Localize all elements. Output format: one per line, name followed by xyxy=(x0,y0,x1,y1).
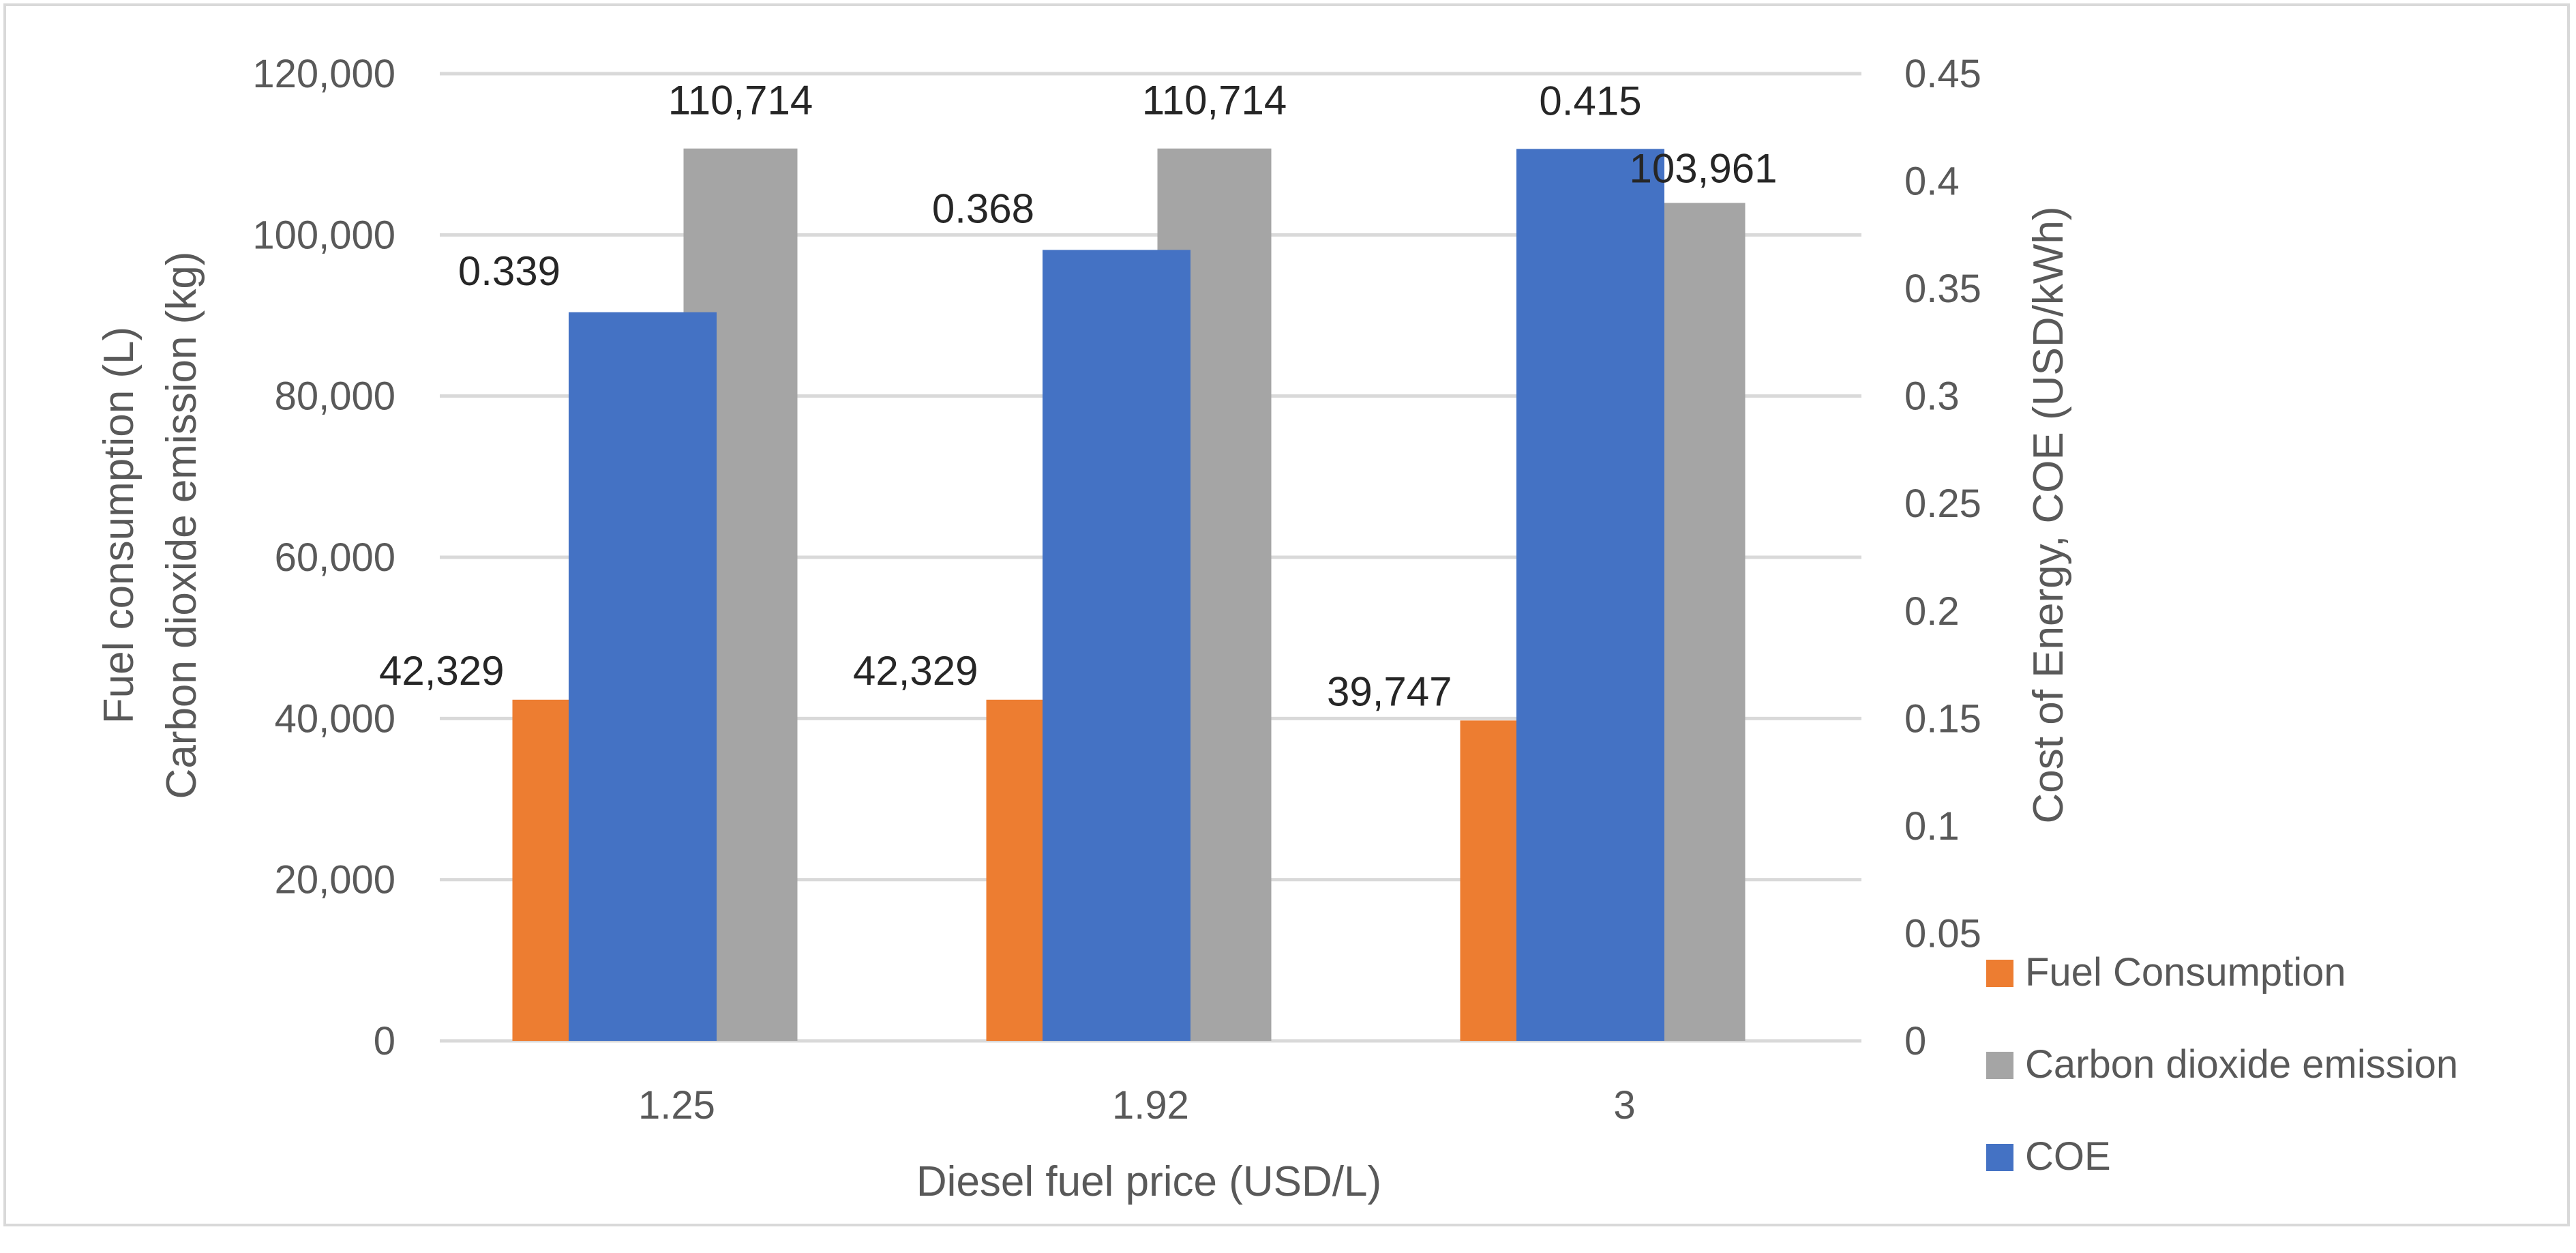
axis-titles: Diesel fuel price (USD/L) Fuel consumpti… xyxy=(95,207,2072,1205)
data-labels: 42,329 110,714 0.339 42,329 110,714 0.368 39,7… xyxy=(379,78,1777,715)
bar-coe xyxy=(1043,250,1190,1041)
right-tick-label: 0.4 xyxy=(1904,160,1960,204)
right-tick-label: 0.05 xyxy=(1904,911,1981,956)
data-label-coe: 0.368 xyxy=(932,186,1034,231)
chart-frame xyxy=(3,3,2570,1226)
legend: Fuel Consumption Carbon dioxide emission C… xyxy=(1986,950,2458,1179)
right-tick-label: 0.45 xyxy=(1904,52,1981,96)
left-tick-label: 0 xyxy=(374,1019,395,1063)
y-axis-title-left-line1: Fuel consumption (L) xyxy=(95,327,143,724)
data-label-fuel-consumption: 42,329 xyxy=(379,648,505,694)
x-tick-label: 1.25 xyxy=(638,1083,715,1127)
right-tick-label: 0.2 xyxy=(1904,589,1960,634)
left-tick-label: 40,000 xyxy=(275,696,395,741)
left-tick-label: 120,000 xyxy=(252,52,395,96)
data-label-carbon-dioxide-emission: 110,714 xyxy=(1142,78,1287,123)
y-axis-title-left-line2: Carbon dioxide emission (kg) xyxy=(158,252,205,799)
data-label-carbon-dioxide-emission: 110,714 xyxy=(668,78,813,123)
right-tick-label: 0.35 xyxy=(1904,267,1981,311)
axis-ticks: 0 20,000 40,000 60,000 80,000 100,000 120,000 0… xyxy=(252,52,1981,1127)
right-tick-label: 0 xyxy=(1904,1019,1926,1063)
right-tick-label: 0.15 xyxy=(1904,696,1981,741)
y-axis-title-right: Cost of Energy, COE (USD/kWh) xyxy=(2025,207,2072,824)
legend-label: Fuel Consumption xyxy=(2025,950,2346,994)
legend-label: Carbon dioxide emission xyxy=(2025,1042,2458,1087)
legend-swatch-carbon-dioxide-emission xyxy=(1986,1052,2013,1079)
x-tick-label: 1.92 xyxy=(1112,1083,1189,1127)
right-tick-label: 0.3 xyxy=(1904,374,1960,419)
right-tick-label: 0.1 xyxy=(1904,804,1960,849)
legend-swatch-coe xyxy=(1986,1144,2013,1171)
data-label-fuel-consumption: 39,747 xyxy=(1327,668,1452,714)
right-tick-label: 0.25 xyxy=(1904,482,1981,526)
data-label-coe: 0.339 xyxy=(458,248,560,294)
bars xyxy=(512,148,1746,1042)
data-label-fuel-consumption: 42,329 xyxy=(853,648,978,694)
data-label-carbon-dioxide-emission: 103,961 xyxy=(1630,146,1778,192)
x-tick-label: 3 xyxy=(1613,1083,1635,1127)
left-tick-label: 20,000 xyxy=(275,858,395,902)
bar-coe xyxy=(569,312,717,1042)
legend-swatch-fuel-consumption xyxy=(1986,960,2013,987)
legend-label: COE xyxy=(2025,1134,2111,1179)
data-label-coe: 0.415 xyxy=(1539,78,1641,123)
x-axis-title: Diesel fuel price (USD/L) xyxy=(916,1158,1381,1205)
left-tick-label: 60,000 xyxy=(275,535,395,580)
left-tick-label: 100,000 xyxy=(252,213,395,257)
bar-coe xyxy=(1516,149,1664,1041)
left-tick-label: 80,000 xyxy=(275,374,395,419)
